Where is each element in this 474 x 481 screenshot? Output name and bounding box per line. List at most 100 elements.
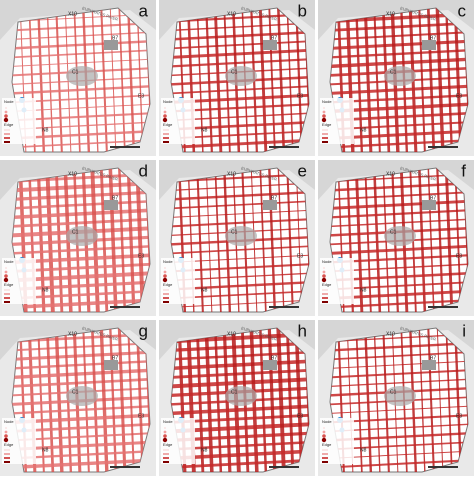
legend-edge-title: Edge — [163, 122, 173, 127]
street — [204, 328, 214, 472]
map-label: N8 — [42, 447, 49, 453]
panel-letter: f — [461, 161, 466, 180]
legend-edge-title: Edge — [163, 282, 173, 287]
central-block — [384, 66, 416, 86]
legend-node-symbol — [4, 434, 8, 438]
legend-node-symbol — [322, 110, 326, 114]
building — [422, 360, 436, 370]
legend-node-symbol — [3, 437, 9, 443]
map-label: C1 — [390, 389, 397, 395]
street — [205, 168, 213, 312]
street — [417, 168, 427, 312]
street — [109, 8, 117, 152]
legend-node-symbol — [163, 270, 167, 274]
scale-bar — [269, 146, 299, 148]
map-label: E3 — [297, 93, 303, 99]
street — [276, 8, 286, 152]
street — [54, 168, 64, 312]
street — [286, 8, 294, 152]
street — [276, 328, 286, 472]
legend-node-symbol — [5, 267, 7, 269]
scale-bar — [428, 306, 458, 308]
street — [171, 245, 309, 255]
map-label: N8 — [201, 287, 208, 293]
legend-node-symbol — [322, 434, 326, 438]
legend-node-symbol — [164, 107, 166, 109]
legend: Node Edge — [320, 418, 354, 464]
street — [37, 328, 45, 472]
legend-node-title: Node — [4, 99, 14, 104]
panel-letter: a — [139, 1, 149, 20]
map-label: C1 — [390, 69, 397, 75]
map-label: N8 — [360, 287, 367, 293]
street — [330, 138, 468, 150]
central-block — [66, 226, 98, 246]
building — [104, 40, 118, 50]
street — [214, 168, 222, 312]
street — [330, 298, 468, 310]
legend-node-title: Node — [163, 419, 173, 424]
street — [12, 84, 150, 96]
legend-node-symbol — [4, 270, 8, 274]
legend-edge-title: Edge — [322, 442, 332, 447]
street — [204, 8, 214, 152]
map-label: E3 — [138, 93, 144, 99]
building — [104, 200, 118, 210]
map-label: E3 — [456, 253, 462, 259]
map-label: B7 — [271, 195, 277, 201]
map-label: X10 — [68, 331, 77, 337]
street — [330, 458, 468, 470]
map-label: C1 — [231, 389, 238, 395]
scale-bar — [428, 146, 458, 148]
central-block — [66, 66, 98, 86]
street — [259, 168, 267, 312]
legend-node-symbol — [162, 117, 168, 123]
map-label: B7 — [112, 195, 118, 201]
legend-node-symbol — [321, 437, 327, 443]
legend-edge-title: Edge — [4, 282, 14, 287]
scale-bar — [110, 146, 140, 148]
legend-node-symbol — [5, 427, 7, 429]
street — [108, 168, 118, 312]
legend-node-symbol — [162, 437, 168, 443]
map-label: C1 — [390, 229, 397, 235]
street — [45, 328, 55, 472]
street — [196, 8, 204, 152]
legend-node-symbol — [322, 430, 326, 434]
street — [126, 8, 136, 152]
street — [171, 85, 309, 95]
street — [435, 168, 445, 312]
map-label: C1 — [231, 69, 238, 75]
map-label: B7 — [430, 195, 436, 201]
street — [372, 168, 382, 312]
street — [99, 328, 109, 472]
legend-node-title: Node — [163, 259, 173, 264]
legend: Node Edge — [2, 418, 36, 464]
central-block — [225, 386, 257, 406]
street — [117, 168, 127, 312]
street — [36, 168, 46, 312]
map-label: E3 — [138, 253, 144, 259]
legend-node-symbol — [4, 430, 8, 434]
map-label: E3 — [297, 253, 303, 259]
legend-node-title: Node — [4, 259, 14, 264]
map-label: X10 — [68, 11, 77, 17]
street — [277, 168, 285, 312]
map-label: B7 — [112, 35, 118, 41]
street — [108, 328, 118, 472]
street — [195, 328, 205, 472]
legend-node-symbol — [163, 434, 167, 438]
legend-edge-title: Edge — [4, 442, 14, 447]
map-label: E3 — [456, 93, 462, 99]
map-label: B7 — [271, 355, 277, 361]
panel-letter: b — [298, 1, 307, 20]
central-block — [225, 66, 257, 86]
building — [422, 200, 436, 210]
street — [258, 328, 268, 472]
building — [263, 360, 277, 370]
central-block — [225, 226, 257, 246]
map-label: N8 — [42, 287, 49, 293]
